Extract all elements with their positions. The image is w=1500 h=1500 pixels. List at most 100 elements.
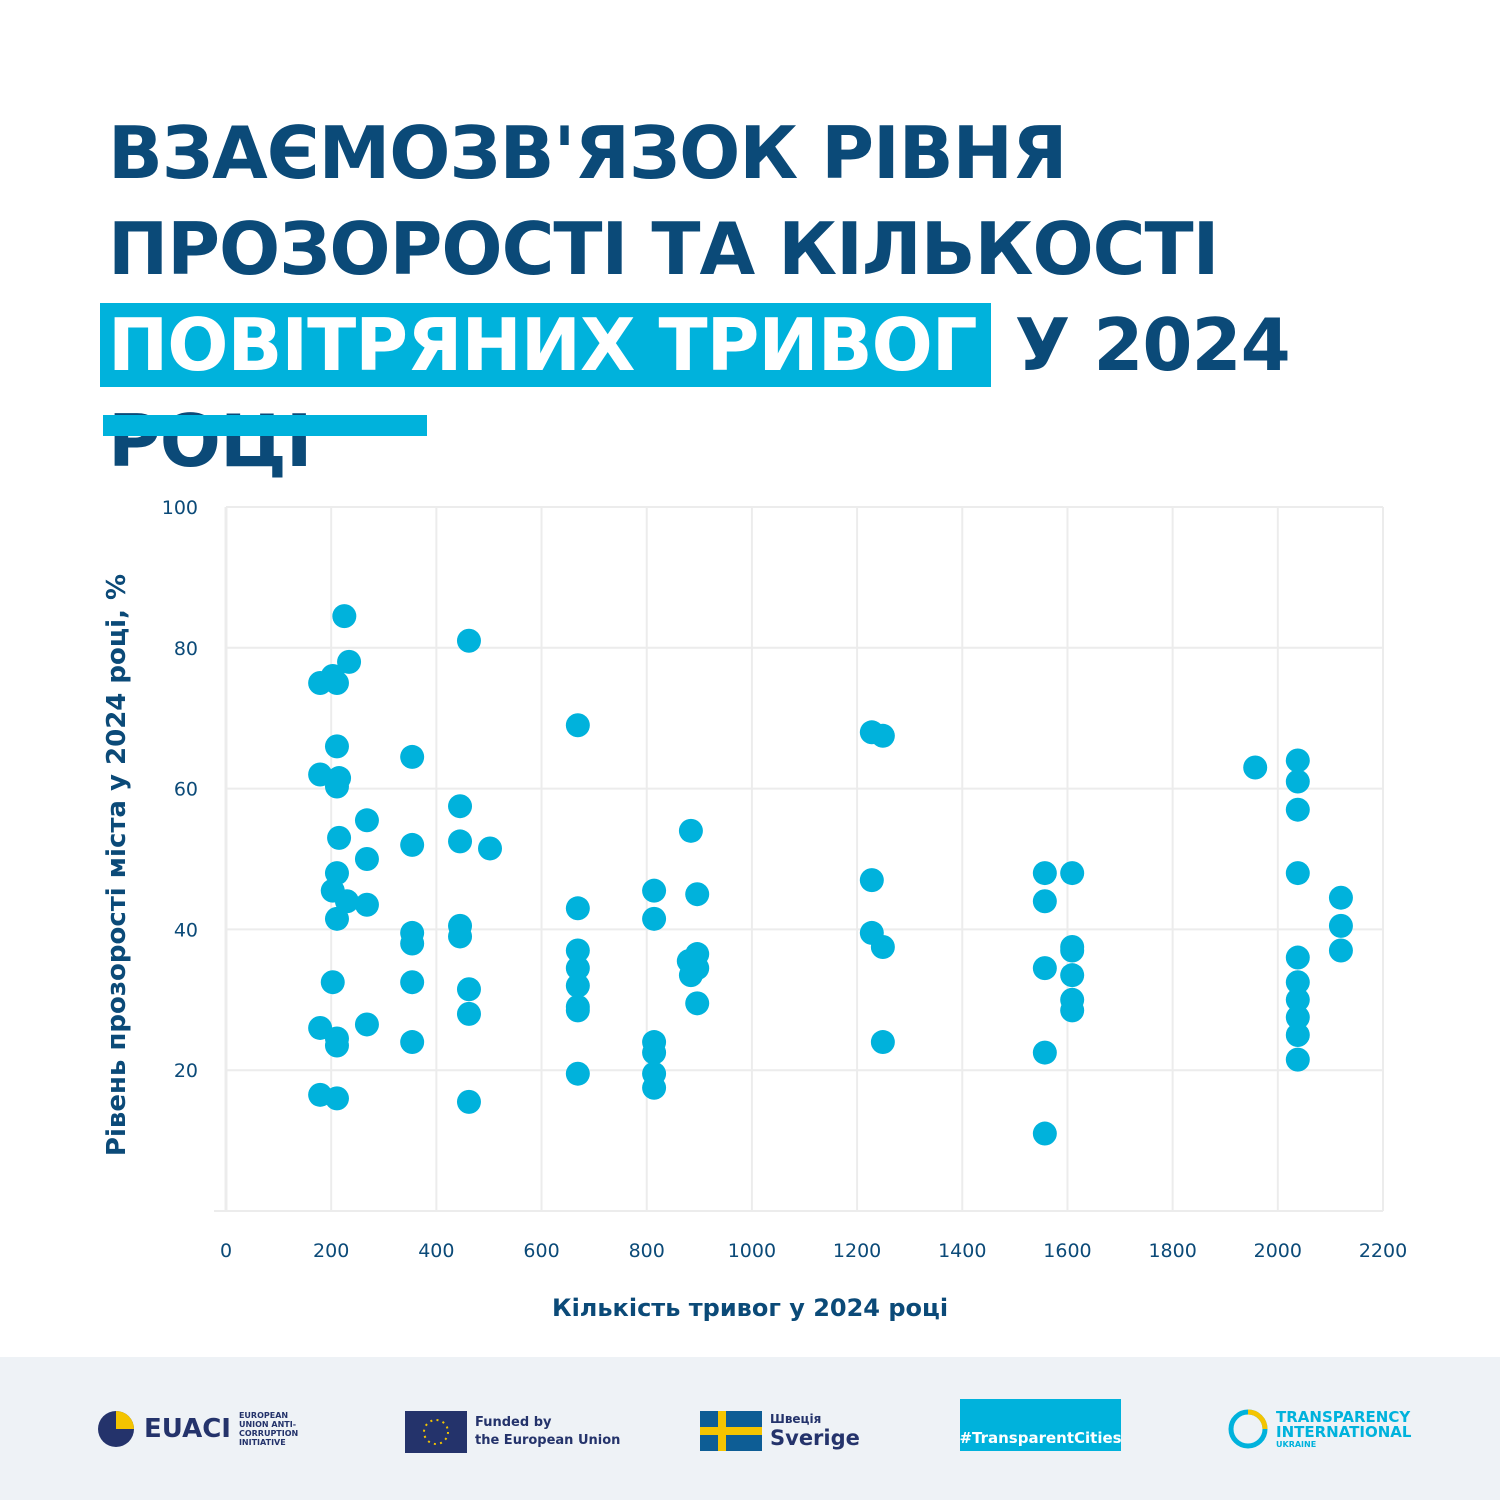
data-point xyxy=(1032,889,1057,914)
data-point xyxy=(642,1040,667,1065)
data-point xyxy=(565,896,590,921)
eu-logo: Funded by the European Union xyxy=(405,1411,620,1453)
data-point xyxy=(320,970,345,995)
x-tick-label: 0 xyxy=(220,1240,232,1262)
data-point xyxy=(354,808,379,833)
data-point xyxy=(565,1061,590,1086)
data-point xyxy=(1032,861,1057,886)
data-point xyxy=(1285,748,1310,773)
data-point xyxy=(400,744,425,769)
x-tick-label: 800 xyxy=(629,1240,665,1262)
data-point xyxy=(642,878,667,903)
ti-emblem-icon xyxy=(1228,1409,1268,1449)
data-point xyxy=(1285,797,1310,822)
y-tick-label: 80 xyxy=(174,638,198,660)
data-point xyxy=(1285,1023,1310,1047)
eu-flag-icon xyxy=(405,1411,467,1453)
data-point xyxy=(400,931,425,956)
data-point xyxy=(478,836,503,861)
data-point xyxy=(565,938,590,963)
data-point xyxy=(859,868,884,893)
data-point xyxy=(642,906,667,931)
ti-ukraine-logo: TRANSPARENCY INTERNATIONAL UKRAINE xyxy=(1228,1409,1411,1449)
data-point xyxy=(1285,1005,1310,1030)
page-title: ВЗАЄМОЗВ'ЯЗОК РІВНЯ ПРОЗОРОСТІ ТА КІЛЬКО… xyxy=(100,105,1500,489)
data-point xyxy=(400,970,425,995)
euaci-logo: EUACI EUROPEAN UNION ANTI-CORRUPTION INI… xyxy=(96,1409,311,1449)
data-point xyxy=(565,713,590,738)
y-axis-label: Рівень прозорості міста у 2024 році, % xyxy=(102,574,132,1156)
data-point xyxy=(354,1012,379,1037)
accent-bar xyxy=(103,415,427,436)
data-point xyxy=(1243,755,1268,780)
data-point xyxy=(1032,1040,1057,1065)
data-point xyxy=(870,723,895,748)
x-tick-label: 1400 xyxy=(938,1240,986,1262)
data-point xyxy=(1060,938,1085,963)
x-tick-label: 2200 xyxy=(1359,1240,1407,1262)
data-point xyxy=(337,649,362,674)
data-point xyxy=(1328,885,1353,910)
data-point xyxy=(308,762,333,787)
title-line-1: ВЗАЄМОЗВ'ЯЗОК РІВНЯ xyxy=(108,111,1067,195)
data-point xyxy=(1060,861,1085,886)
sweden-flag-icon xyxy=(700,1411,762,1451)
euaci-emblem-icon xyxy=(98,1411,134,1447)
data-point xyxy=(1032,956,1057,981)
x-tick-label: 2000 xyxy=(1254,1240,1302,1262)
data-point xyxy=(685,956,710,981)
data-point xyxy=(1285,945,1310,970)
x-axis-label: Кількість тривог у 2024 році xyxy=(552,1294,948,1322)
title-highlight: ПОВІТРЯНИХ ТРИВОГ xyxy=(100,303,991,387)
data-point xyxy=(685,882,710,907)
data-point xyxy=(678,818,703,843)
data-point xyxy=(1328,938,1353,963)
data-point xyxy=(1060,963,1085,988)
footer-logos: EUACI EUROPEAN UNION ANTI-CORRUPTION INI… xyxy=(0,1357,1500,1500)
data-point xyxy=(685,991,710,1016)
data-point xyxy=(456,1089,481,1114)
data-point xyxy=(332,604,357,629)
y-tick-label: 60 xyxy=(174,779,198,801)
data-point xyxy=(1060,998,1085,1023)
data-point xyxy=(565,998,590,1023)
data-point xyxy=(1285,861,1310,886)
data-point xyxy=(1328,913,1353,938)
data-point xyxy=(1285,987,1310,1012)
data-point xyxy=(565,973,590,998)
data-point xyxy=(1285,1047,1310,1072)
data-point xyxy=(324,1033,349,1058)
x-tick-label: 200 xyxy=(313,1240,349,1262)
sweden-logo: Швеція Sverige xyxy=(700,1411,860,1451)
data-point xyxy=(642,1075,667,1100)
data-point xyxy=(400,832,425,857)
data-point xyxy=(327,825,352,850)
data-point xyxy=(870,1030,895,1055)
data-point xyxy=(448,794,473,819)
data-point xyxy=(448,924,473,949)
y-tick-label: 100 xyxy=(162,497,198,519)
title-line-2: ПРОЗОРОСТІ ТА КІЛЬКОСТІ xyxy=(108,207,1219,291)
y-tick-label: 40 xyxy=(174,919,198,941)
data-point xyxy=(324,774,349,799)
data-point xyxy=(456,1001,481,1026)
scatter-chart: 0 200 400 600 800 1000 1200 1400 1600 1800 2000 220… xyxy=(102,497,1407,1322)
data-point xyxy=(324,906,349,931)
data-point xyxy=(324,671,349,695)
data-point xyxy=(565,956,590,981)
title-line-3: У 2024 РОЦІ xyxy=(108,303,1291,483)
x-tick-label: 1200 xyxy=(833,1240,881,1262)
data-point xyxy=(334,889,359,914)
data-point xyxy=(354,847,379,871)
data-point xyxy=(1285,769,1310,794)
data-point xyxy=(324,734,349,759)
x-tick-label: 400 xyxy=(418,1240,454,1262)
x-tick-label: 600 xyxy=(523,1240,559,1262)
data-point xyxy=(448,829,473,854)
y-tick-label: 20 xyxy=(174,1060,198,1082)
data-point xyxy=(456,977,481,1002)
x-tick-label: 1000 xyxy=(728,1240,776,1262)
data-point xyxy=(324,1086,349,1111)
data-point xyxy=(400,1030,425,1055)
data-point xyxy=(870,935,895,959)
